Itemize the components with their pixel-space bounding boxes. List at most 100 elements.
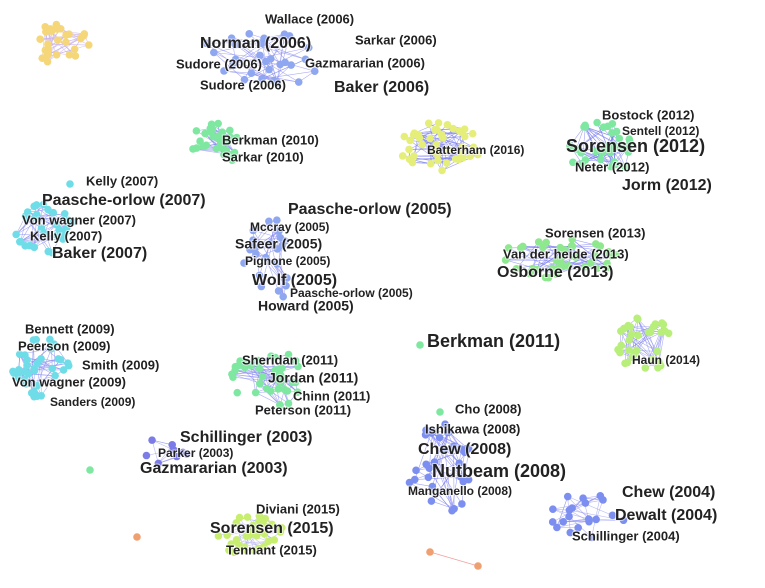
edge	[572, 239, 608, 268]
node	[441, 420, 449, 428]
node	[262, 253, 270, 262]
edge	[596, 519, 624, 521]
node	[265, 217, 273, 226]
node	[27, 389, 36, 397]
node-label: Paasche-orlow (2007)	[42, 192, 206, 209]
node	[592, 515, 600, 524]
node	[47, 27, 56, 36]
node-label: Chew (2008)	[418, 441, 511, 458]
edge	[146, 449, 174, 456]
node	[427, 429, 436, 437]
node-label: Pignone (2005)	[245, 254, 330, 268]
edge	[429, 551, 479, 567]
node	[463, 444, 472, 453]
edge	[636, 350, 659, 369]
node	[51, 371, 59, 380]
node	[196, 137, 204, 146]
edge	[249, 33, 281, 65]
node	[304, 43, 313, 52]
node	[617, 327, 625, 335]
node	[442, 159, 451, 167]
node-label: Ishikawa (2008)	[425, 421, 520, 436]
node	[273, 259, 281, 267]
node	[567, 241, 576, 250]
node-label: Kelly (2007)	[86, 173, 158, 188]
node	[603, 259, 611, 268]
node	[52, 50, 61, 59]
edge	[151, 439, 174, 451]
node	[468, 129, 477, 138]
node	[533, 265, 541, 274]
node	[231, 55, 240, 64]
node	[249, 236, 257, 245]
node	[606, 148, 615, 157]
node	[33, 210, 41, 219]
node	[23, 361, 31, 370]
edge	[536, 247, 561, 270]
node	[405, 145, 413, 154]
node-label: Paasche-orlow (2005)	[288, 201, 452, 218]
node-label: Bostock (2012)	[602, 107, 694, 122]
node	[291, 378, 300, 387]
node-label: Sorensen (2012)	[566, 136, 705, 156]
edge	[235, 33, 285, 45]
edge	[226, 525, 253, 536]
node-label: Van der heide (2013)	[503, 246, 629, 261]
node	[283, 274, 291, 282]
node	[256, 380, 264, 388]
node	[416, 341, 424, 349]
node	[634, 331, 642, 340]
node	[37, 224, 46, 232]
node	[260, 34, 268, 43]
node	[600, 146, 609, 155]
node-label: Bennett (2009)	[25, 321, 115, 336]
node	[53, 36, 62, 44]
node	[225, 546, 233, 554]
node	[608, 119, 617, 128]
node	[30, 243, 39, 252]
node-label: Baker (2007)	[52, 245, 147, 262]
node-label: Schillinger (2004)	[572, 528, 680, 543]
node	[512, 264, 521, 273]
node	[65, 51, 74, 59]
edge	[418, 134, 463, 148]
node	[23, 356, 31, 364]
edge	[409, 482, 433, 487]
node	[457, 151, 466, 159]
edge	[434, 461, 463, 505]
node	[616, 348, 624, 357]
node	[438, 166, 446, 175]
node	[625, 346, 633, 354]
node	[569, 158, 577, 167]
node	[280, 30, 289, 38]
edge	[425, 434, 462, 478]
edge	[261, 70, 315, 80]
node	[586, 259, 595, 267]
edge	[261, 244, 273, 287]
edge	[516, 260, 557, 270]
node	[571, 253, 580, 261]
node	[424, 119, 433, 128]
edge	[265, 220, 278, 258]
node	[270, 536, 279, 544]
node	[12, 230, 20, 239]
node	[154, 459, 163, 468]
edge	[231, 37, 262, 44]
node	[232, 133, 241, 142]
node-label: Osborne (2013)	[497, 264, 613, 281]
node	[559, 518, 568, 526]
node-label: Chinn (2011)	[293, 388, 370, 403]
node	[255, 271, 264, 280]
node	[71, 52, 80, 60]
edge	[432, 486, 453, 511]
node-label: Sorensen (2013)	[545, 225, 645, 240]
node-label: Kelly (2007)	[30, 228, 102, 243]
node	[245, 530, 253, 538]
node	[279, 292, 287, 301]
node-label: Jordan (2011)	[268, 370, 358, 386]
node	[64, 361, 73, 370]
edge	[576, 126, 585, 150]
edge	[414, 476, 462, 480]
node	[264, 537, 273, 546]
node	[408, 158, 417, 167]
